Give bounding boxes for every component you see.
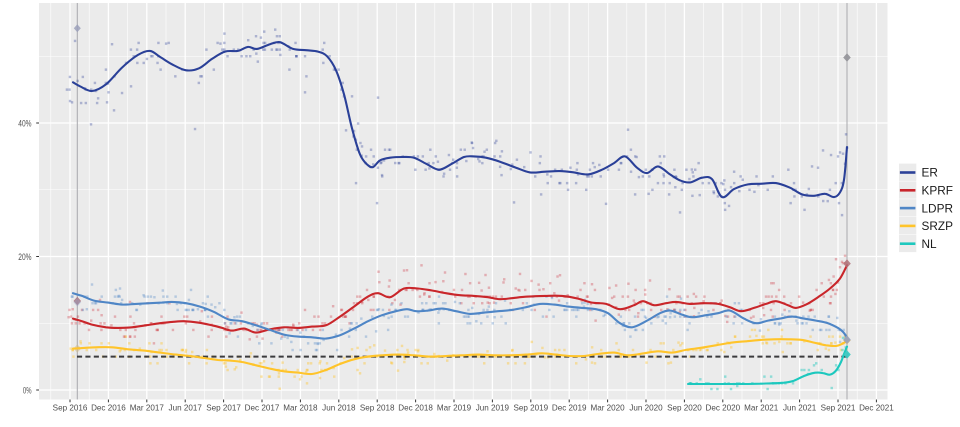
- svg-text:Mar 2019: Mar 2019: [437, 404, 472, 413]
- svg-text:Mar 2020: Mar 2020: [590, 404, 625, 413]
- svg-text:Mar 2017: Mar 2017: [130, 404, 165, 413]
- svg-text:Sep 2019: Sep 2019: [513, 404, 548, 413]
- svg-text:Dec 2019: Dec 2019: [552, 404, 587, 413]
- svg-text:NL: NL: [922, 237, 938, 251]
- svg-text:Sep 2020: Sep 2020: [667, 404, 702, 413]
- svg-text:40%: 40%: [18, 119, 31, 129]
- svg-text:LDPR: LDPR: [922, 201, 953, 215]
- svg-text:20%: 20%: [18, 252, 31, 262]
- svg-text:Sep 2018: Sep 2018: [360, 404, 395, 413]
- svg-text:Dec 2017: Dec 2017: [245, 404, 280, 413]
- svg-text:Jun 2020: Jun 2020: [629, 404, 663, 413]
- svg-text:Dec 2018: Dec 2018: [398, 404, 433, 413]
- svg-text:Sep 2016: Sep 2016: [53, 404, 88, 413]
- svg-text:Sep 2021: Sep 2021: [821, 404, 856, 413]
- svg-text:Dec 2020: Dec 2020: [705, 404, 740, 413]
- svg-text:Mar 2018: Mar 2018: [283, 404, 318, 413]
- svg-text:Jun 2018: Jun 2018: [322, 404, 356, 413]
- svg-text:Jun 2017: Jun 2017: [169, 404, 203, 413]
- svg-text:Jun 2021: Jun 2021: [783, 404, 817, 413]
- svg-text:Mar 2021: Mar 2021: [744, 404, 779, 413]
- svg-text:Dec 2016: Dec 2016: [91, 404, 126, 413]
- svg-text:0%: 0%: [23, 386, 32, 396]
- svg-text:Sep 2017: Sep 2017: [206, 404, 241, 413]
- svg-text:SRZP: SRZP: [922, 219, 954, 233]
- svg-text:ER: ER: [922, 166, 938, 180]
- svg-text:KPRF: KPRF: [922, 184, 953, 198]
- svg-text:Dec 2021: Dec 2021: [859, 404, 894, 413]
- svg-text:Jun 2019: Jun 2019: [476, 404, 510, 413]
